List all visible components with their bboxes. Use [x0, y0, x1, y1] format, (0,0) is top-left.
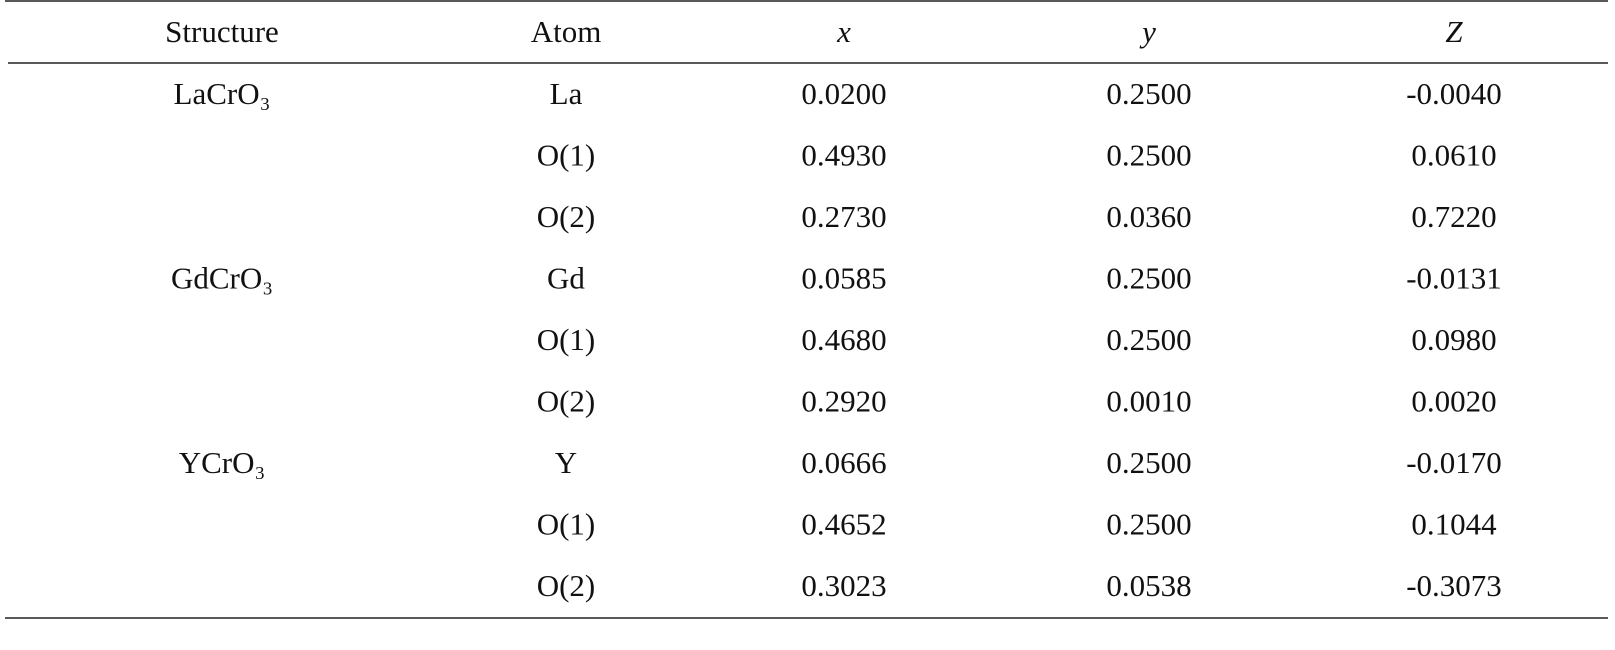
- header-cell: x: [836, 14, 851, 49]
- atom-label: O(1): [537, 507, 596, 542]
- y-value: 0.2500: [1106, 261, 1191, 296]
- x-value: 0.2920: [801, 384, 886, 419]
- y-value: 0.2500: [1106, 507, 1191, 542]
- x-value: 0.4930: [801, 138, 886, 173]
- z-value: -0.3073: [1406, 568, 1502, 603]
- y-value: 0.0360: [1106, 199, 1191, 234]
- y-value: 0.0538: [1106, 568, 1191, 603]
- x-value: 0.2730: [801, 199, 886, 234]
- y-value: 0.2500: [1106, 76, 1191, 111]
- z-value: 0.1044: [1411, 507, 1497, 542]
- y-value: 0.2500: [1106, 322, 1191, 357]
- atom-label: La: [550, 76, 583, 111]
- y-value: 0.0010: [1106, 384, 1191, 419]
- atom-label: O(2): [537, 384, 596, 419]
- x-value: 0.4680: [801, 322, 886, 357]
- header-cell: Z: [1445, 14, 1463, 49]
- structure-name: LaCrO₃: [174, 76, 271, 111]
- x-value: 0.3023: [801, 568, 886, 603]
- x-value: 0.0666: [801, 445, 886, 480]
- z-value: 0.0610: [1411, 138, 1496, 173]
- structure-name: GdCrO₃: [171, 261, 273, 296]
- x-value: 0.0200: [801, 76, 886, 111]
- y-value: 0.2500: [1106, 138, 1191, 173]
- y-value: 0.2500: [1106, 445, 1191, 480]
- atom-label: Gd: [547, 261, 585, 296]
- atom-label: O(2): [537, 199, 596, 234]
- x-value: 0.4652: [801, 507, 886, 542]
- header-cell: Structure: [165, 14, 279, 49]
- z-value: 0.0020: [1411, 384, 1496, 419]
- atom-label: O(1): [537, 322, 596, 357]
- z-value: -0.0170: [1406, 445, 1502, 480]
- z-value: 0.0980: [1411, 322, 1496, 357]
- structure-name: YCrO₃: [179, 445, 266, 480]
- z-value: 0.7220: [1411, 199, 1496, 234]
- atom-label: O(1): [537, 138, 596, 173]
- z-value: -0.0040: [1406, 76, 1502, 111]
- atom-label: O(2): [537, 568, 596, 603]
- z-value: -0.0131: [1406, 261, 1502, 296]
- header-cell: y: [1139, 14, 1156, 49]
- atom-label: Y: [555, 445, 577, 480]
- x-value: 0.0585: [801, 261, 886, 296]
- header-cell: Atom: [531, 14, 602, 49]
